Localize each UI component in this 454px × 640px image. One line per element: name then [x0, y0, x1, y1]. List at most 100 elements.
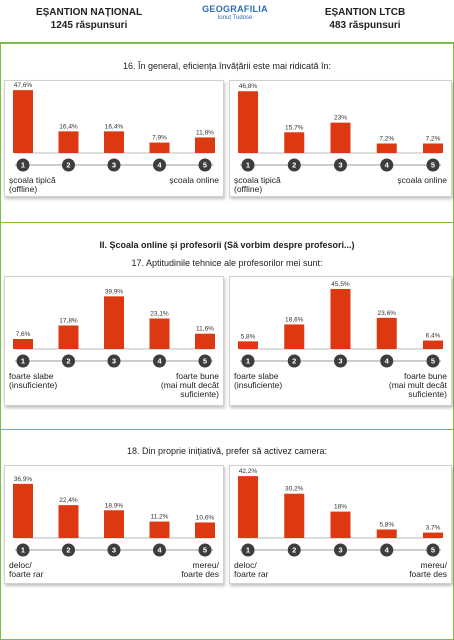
bar-4: [376, 143, 397, 153]
data-label-2: 17,8%: [59, 318, 78, 325]
bar-2: [58, 131, 79, 153]
national-sample-header: EȘANTION NAȚIONAL 1245 răspunsuri: [14, 6, 164, 32]
data-label-3: 39,9%: [105, 288, 124, 295]
scale-circle-5: [198, 158, 212, 172]
data-label-1: 36,9%: [14, 476, 33, 483]
logo-text: GEOGRAFILIA: [202, 4, 268, 14]
scale-circle-5: [198, 543, 212, 557]
question-18-title: 18. Din proprie inițiativă, prefer să ac…: [126, 446, 328, 456]
data-label-1: 7,6%: [16, 331, 31, 338]
bar-5: [195, 137, 215, 153]
data-label-3: 18,9%: [105, 502, 124, 509]
scale-circle-2: [62, 543, 75, 557]
scale-circle-4: [380, 158, 394, 172]
scale-number-4: 4: [157, 546, 162, 555]
scale-number-5: 5: [203, 357, 207, 366]
logo-subtext: Ionuț Tudose: [217, 15, 253, 21]
data-label-5: 11,6%: [196, 326, 214, 333]
scale-circle-3: [107, 158, 121, 172]
scale-number-4: 4: [385, 357, 390, 366]
bar-chart-q16-national: 47,6% 1 16,4% 2 16,4% 3 7,9% 4 11,8% 5: [13, 82, 215, 172]
bar-chart-q18-ltcb: 42,2% 1 30,2% 2 18% 3 5,8% 4 3,7% 5: [238, 468, 443, 557]
data-label-1: 42,2%: [239, 468, 258, 475]
bar-4: [376, 529, 397, 538]
question-16-title: 16. În general, eficiența învățării este…: [122, 61, 332, 71]
scale-high-label: școala online: [397, 175, 447, 185]
scale-number-1: 1: [21, 161, 25, 170]
scale-circle-4: [380, 354, 394, 368]
bar-3: [330, 288, 351, 349]
scale-number-4: 4: [157, 357, 162, 366]
scale-circle-3: [107, 354, 121, 368]
data-label-2: 18,6%: [285, 316, 304, 323]
scale-number-2: 2: [66, 161, 70, 170]
bar-2: [58, 505, 79, 538]
logo: GEOGRAFILIA Ionuț Tudose: [200, 4, 270, 21]
scale-high-label: foarte bune (mai mult decât suficiente): [160, 371, 219, 399]
bar-5: [423, 532, 443, 538]
scale-number-1: 1: [246, 546, 250, 555]
scale-low-label: școala tipică (offline): [234, 175, 281, 194]
data-label-4: 23,1%: [150, 311, 169, 318]
chart-panel-q18-ltcb: 42,2% 1 30,2% 2 18% 3 5,8% 4 3,7% 5 deloc/ foarte…: [229, 465, 452, 584]
scale-number-1: 1: [246, 161, 250, 170]
scale-number-2: 2: [66, 357, 70, 366]
bar-5: [195, 333, 215, 349]
bar-1: [13, 338, 33, 349]
data-label-5: 6,4%: [426, 333, 441, 340]
scale-number-4: 4: [385, 161, 390, 170]
bar-1: [238, 476, 258, 538]
scale-high-label: școala online: [169, 175, 219, 185]
scale-high-label: foarte bune (mai mult decât suficiente): [388, 371, 447, 399]
data-label-5: 11,8%: [196, 129, 214, 136]
scale-number-1: 1: [21, 546, 25, 555]
bar-4: [149, 521, 170, 538]
question-17-title: 17. Aptitudinile tehnice ale profesorilo…: [131, 258, 323, 268]
question-divider: [0, 429, 454, 430]
bar-5: [195, 522, 215, 538]
ltcb-sample-title: EȘANTION LTCB: [324, 7, 406, 18]
data-label-1: 5,8%: [241, 333, 256, 340]
scale-circle-2: [62, 158, 75, 172]
bar-2: [284, 493, 305, 538]
bar-chart-q16-ltcb: 46,8% 1 15,7% 2 23% 3 7,2% 4 7,2% 5: [238, 83, 443, 172]
data-label-3: 23%: [334, 115, 347, 122]
scale-circle-2: [287, 158, 301, 172]
scale-number-2: 2: [66, 546, 70, 555]
scale-high-label: mereu/ foarte des: [409, 560, 447, 579]
scale-number-2: 2: [292, 161, 296, 170]
bar-1: [13, 90, 33, 153]
scale-number-3: 3: [338, 161, 342, 170]
scale-circle-3: [334, 158, 347, 172]
scale-low-label: deloc/ foarte rar: [9, 560, 44, 579]
scale-number-5: 5: [431, 357, 435, 366]
ltcb-sample-header: EȘANTION LTCB 483 răspunsuri: [290, 6, 440, 32]
data-label-4: 5,8%: [379, 521, 394, 528]
bar-chart-q17-national: 7,6% 1 17,8% 2 39,9% 3 23,1% 4 11,6% 5: [13, 288, 215, 368]
scale-circle-4: [380, 543, 394, 557]
scale-circle-5: [426, 543, 440, 557]
data-label-5: 7,2%: [426, 135, 441, 142]
scale-number-1: 1: [21, 357, 25, 366]
scale-number-3: 3: [112, 357, 116, 366]
bar-2: [284, 132, 305, 153]
data-label-3: 45,5%: [331, 281, 350, 288]
chart-panel-q18-national: 36,9% 1 22,4% 2 18,9% 3 11,2% 4 10,6% 5 deloc/ fo…: [4, 465, 224, 584]
scale-circle-5: [198, 354, 212, 368]
data-label-4: 7,9%: [152, 135, 167, 142]
bar-3: [104, 131, 124, 153]
data-label-2: 16,4%: [59, 123, 78, 130]
scale-number-5: 5: [431, 161, 435, 170]
chart-panel-q16-ltcb: 46,8% 1 15,7% 2 23% 3 7,2% 4 7,2% 5 școala tipică…: [229, 80, 452, 197]
scale-low-label: foarte slabe (insuficiente): [9, 371, 58, 390]
scale-low-label: școala tipică (offline): [9, 175, 56, 194]
ltcb-sample-count: 483 răspunsuri: [329, 20, 401, 31]
data-label-3: 18%: [334, 504, 347, 511]
scale-number-5: 5: [203, 161, 207, 170]
bar-1: [13, 483, 33, 538]
scale-number-3: 3: [112, 546, 116, 555]
chart-panel-q17-ltcb: 5,8% 1 18,6% 2 45,5% 3 23,6% 4 6,4% 5 foarte slab…: [229, 276, 452, 406]
data-label-5: 3,7%: [426, 525, 441, 532]
chart-panel-q17-national: 7,6% 1 17,8% 2 39,9% 3 23,1% 4 11,6% 5 foarte sla…: [4, 276, 224, 406]
scale-circle-1: [241, 543, 255, 557]
